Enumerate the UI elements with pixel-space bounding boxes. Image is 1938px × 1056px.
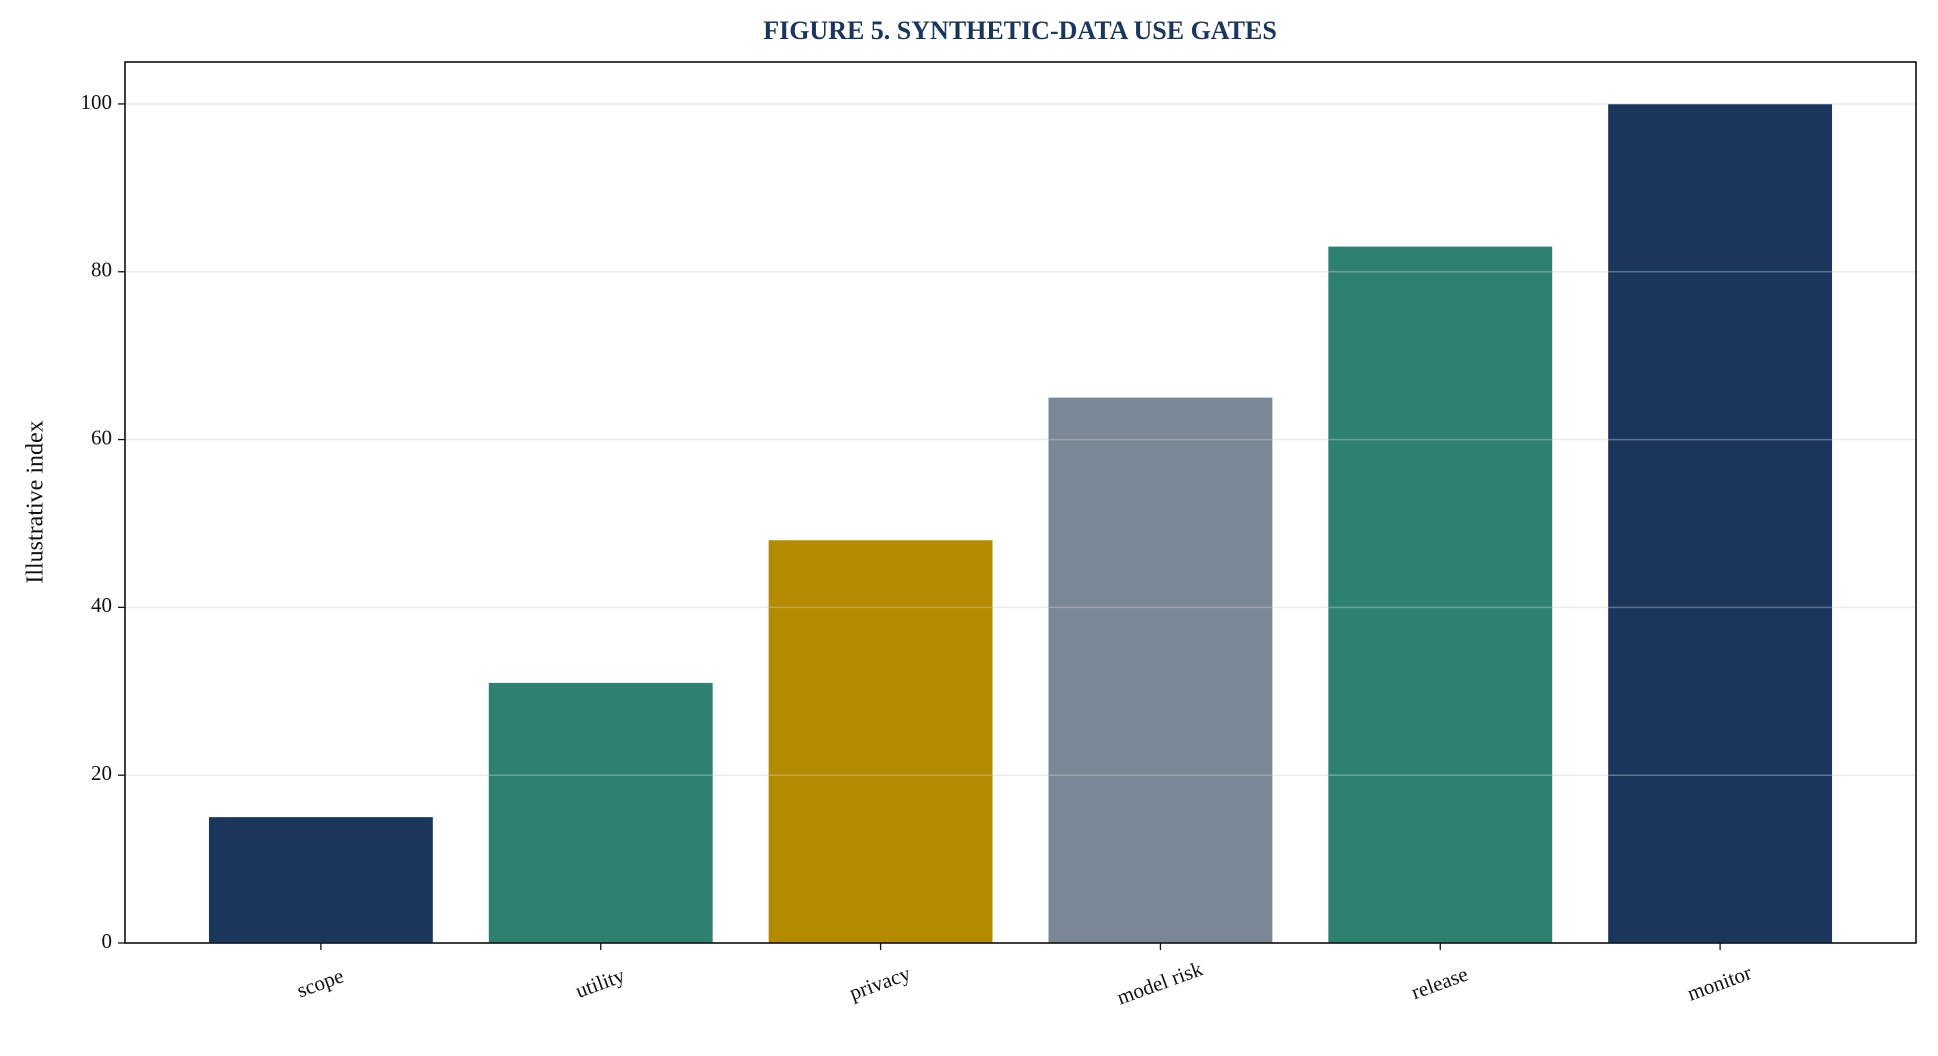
y-tick-label: 80 xyxy=(91,258,112,282)
y-tick-label: 20 xyxy=(91,761,112,785)
bar xyxy=(208,817,433,943)
bar xyxy=(488,682,713,943)
x-tick-label: monitor xyxy=(1684,960,1755,1005)
plot-frame xyxy=(124,61,1917,944)
y-tick-label: 40 xyxy=(91,593,112,617)
x-tick-label: release xyxy=(1408,962,1471,1004)
bar xyxy=(1048,397,1273,944)
y-tick-label: 0 xyxy=(102,929,113,953)
bar xyxy=(1608,103,1833,943)
y-tick-label: 60 xyxy=(91,425,112,449)
x-tick-label: privacy xyxy=(846,961,914,1005)
y-axis-label: Illustrative index xyxy=(23,420,49,583)
bar xyxy=(768,540,993,943)
y-tick-label: 100 xyxy=(81,90,113,114)
chart-title: FIGURE 5. SYNTHETIC-DATA USE GATES xyxy=(763,16,1277,45)
bar xyxy=(1328,246,1553,944)
x-tick-label: scope xyxy=(294,963,347,1002)
x-tick-label: utility xyxy=(572,963,628,1003)
x-tick-label: model risk xyxy=(1114,956,1207,1009)
